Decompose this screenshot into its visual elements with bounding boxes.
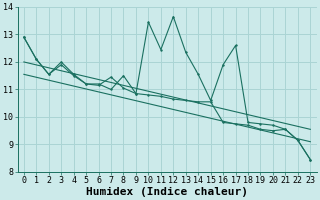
X-axis label: Humidex (Indice chaleur): Humidex (Indice chaleur): [86, 186, 248, 197]
